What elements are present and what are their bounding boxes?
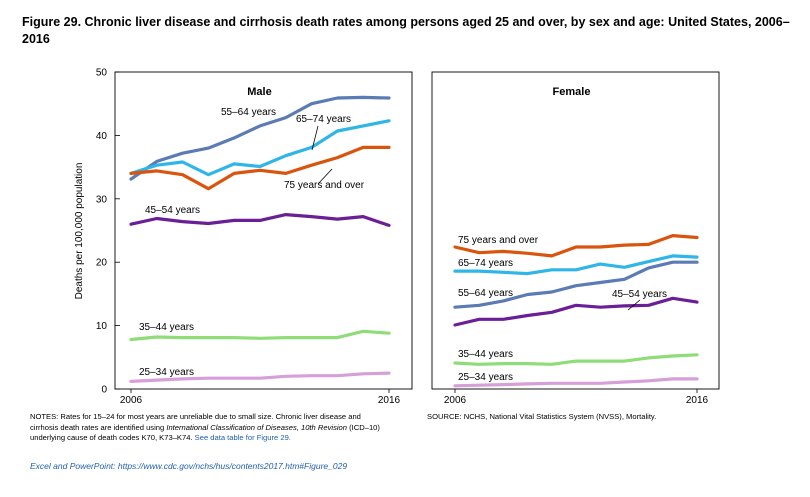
series-line [129,371,391,383]
x-tick-label: 2006 [444,395,467,406]
series-label: 65–74 years [458,258,513,269]
series-label: 55–64 years [221,107,276,118]
data-table-link[interactable]: See data table for Figure 29. [194,433,291,442]
y-tick-label: 10 [96,321,108,332]
y-tick-label: 0 [101,385,107,396]
panel-frame [431,71,720,390]
label-leader [311,125,319,151]
series-label: 65–74 years [296,114,351,125]
series-label: 75 years and over [284,180,365,191]
x-tick-label: 2016 [686,395,709,406]
chart: Deaths per 100,000 population 0 10 20 30 40 50… [74,68,720,406]
source-note: SOURCE: NCHS, National Vital Statistics … [427,412,657,421]
label-leader [317,168,333,185]
y-axis-label: Deaths per 100,000 population [74,163,85,300]
series-label: 25–34 years [458,372,513,383]
series-line [453,377,699,388]
y-tick-label: 20 [96,258,108,269]
series-line [453,254,699,276]
panel-title: Female [553,86,591,98]
series-label: 35–44 years [139,322,194,333]
series-label: 55–64 years [458,288,513,299]
figure-title: Figure 29. Chronic liver disease and cir… [22,15,790,46]
series-line [453,234,699,258]
series-line [453,353,699,366]
x-tick-label: 2016 [378,395,401,406]
y-tick-label: 30 [96,194,108,205]
series-line [453,296,699,327]
series-label: 45–54 years [145,205,200,216]
excel-powerpoint-link[interactable]: Excel and PowerPoint: https://www.cdc.go… [30,461,348,471]
label-leader [627,299,641,311]
series-label: 35–44 years [458,349,513,360]
panel-title: Male [247,86,271,98]
notes-text: NOTES: Rates for 15–24 for most years ar… [30,412,361,432]
series-line [129,329,391,342]
series-label: 45–54 years [612,289,667,300]
series-label: 25–34 years [139,367,194,378]
y-tick-label: 50 [96,68,108,79]
x-tick-label: 2006 [120,395,143,406]
series-line [453,260,699,309]
notes-codes: (ICD–10) underlying cause of death codes… [30,422,380,443]
y-tick-label: 40 [96,131,108,142]
notes: NOTES: Rates for 15–24 for most years ar… [30,412,380,444]
panel-frame [114,71,413,390]
series-line [129,145,391,191]
series-line [129,119,391,177]
series-line [129,213,391,227]
series-line [129,95,391,181]
notes-italic: International Classification of Diseases… [166,422,347,432]
series-label: 75 years and over [458,235,539,246]
